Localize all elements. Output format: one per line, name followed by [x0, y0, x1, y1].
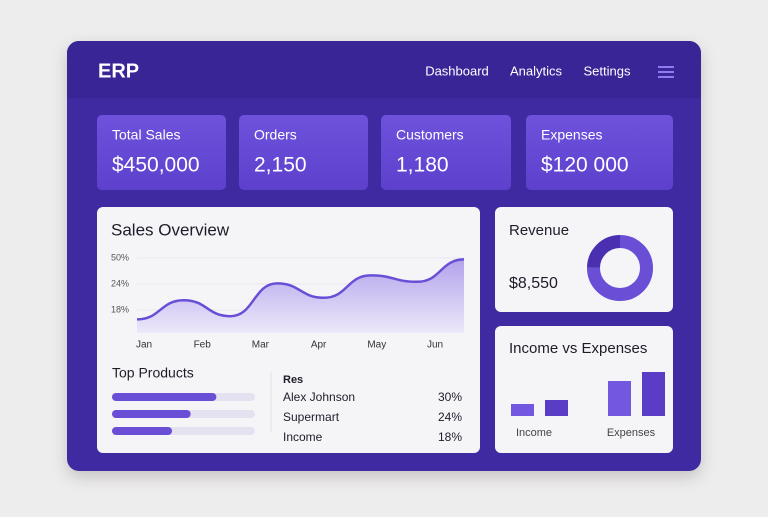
nav-link[interactable]: Analytics	[510, 63, 563, 78]
revenue-panel	[495, 207, 673, 312]
revenue-value: $8,550	[509, 275, 558, 292]
x-label: Apr	[311, 340, 327, 351]
y-label: 24%	[111, 278, 129, 288]
kpi-value: 2,150	[254, 154, 307, 177]
bar	[608, 381, 631, 416]
kpi-value: 1,180	[396, 154, 449, 177]
bar	[545, 400, 568, 416]
x-label: Mar	[252, 340, 270, 351]
kpi-card	[239, 115, 368, 190]
kpi-label: Total Sales	[112, 127, 180, 143]
kpi-value: $450,000	[112, 154, 200, 177]
x-label: Expenses	[607, 427, 656, 439]
kpi-label: Expenses	[541, 127, 602, 143]
table-cell: 30%	[438, 390, 462, 404]
y-label: 50%	[111, 252, 129, 262]
x-label: Jan	[136, 340, 152, 351]
x-label: Income	[516, 427, 552, 439]
kpi-card	[526, 115, 673, 190]
table-header: Res	[283, 374, 303, 386]
x-label: May	[367, 340, 386, 351]
panel-title: Sales Overview	[111, 220, 230, 239]
bar	[511, 404, 534, 416]
kpi-card	[381, 115, 511, 190]
progress-bar	[112, 427, 173, 435]
table-cell: Income	[283, 430, 323, 444]
table-cell: 24%	[438, 410, 462, 424]
kpi-label: Customers	[396, 127, 464, 143]
kpi-value: $120 000	[541, 154, 629, 177]
donut-segment	[587, 235, 653, 301]
menu-icon[interactable]	[658, 66, 674, 78]
x-label: Jun	[427, 340, 443, 351]
table-cell: 18%	[438, 430, 462, 444]
panel-title: Revenue	[509, 222, 569, 239]
line	[136, 258, 465, 321]
panel-title: Income vs Expenses	[509, 340, 647, 357]
bar	[642, 372, 665, 416]
y-label: 18%	[111, 304, 129, 314]
header-bar	[67, 41, 701, 98]
kpi-label: Orders	[254, 127, 297, 143]
x-label: Feb	[194, 340, 212, 351]
table-cell: Supermart	[283, 410, 340, 424]
progress-bar	[112, 393, 217, 401]
panel-title: Top Products	[112, 365, 194, 381]
nav-link[interactable]: Dashboard	[425, 63, 489, 78]
table-cell: Alex Johnson	[283, 390, 355, 404]
kpi-card	[97, 115, 226, 190]
progress-bar	[112, 410, 191, 418]
nav-link[interactable]: Settings	[584, 63, 631, 78]
income-panel	[495, 326, 673, 453]
app-title: ERP	[98, 60, 139, 82]
